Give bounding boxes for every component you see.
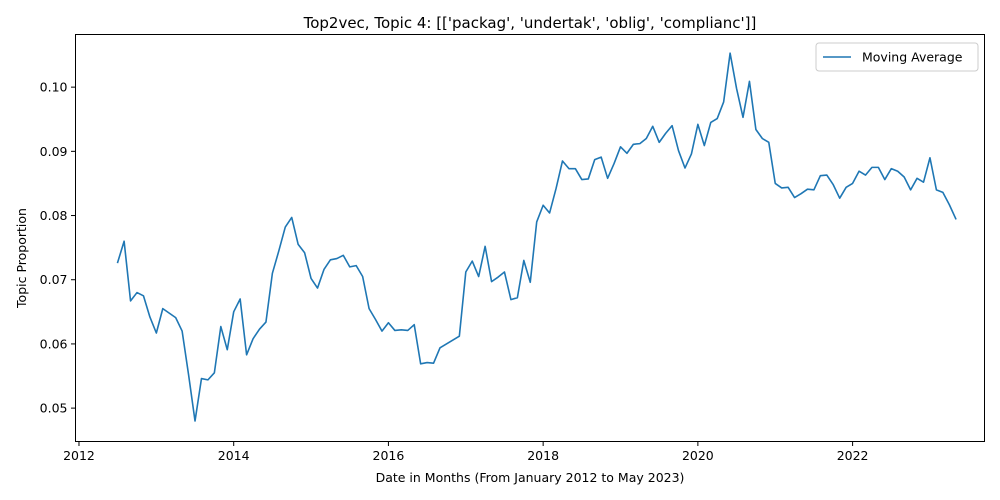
- x-tick-label: 2014: [218, 448, 250, 463]
- legend-box: [815, 42, 979, 72]
- series-line-moving-average: [116, 52, 957, 422]
- x-axis: 2012 2014 2016 2018 2020 2022: [63, 441, 869, 463]
- legend: Moving Average: [815, 42, 979, 72]
- y-tick-label: 0.08: [40, 208, 68, 223]
- y-axis: 0.05 0.06 0.07 0.08 0.09 0.10: [40, 80, 76, 416]
- x-tick-label: 2018: [527, 448, 559, 463]
- chart-title: Top2vec, Topic 4: [['packag', 'undertak'…: [303, 14, 757, 32]
- y-tick-label: 0.05: [40, 401, 68, 416]
- y-tick-label: 0.07: [40, 272, 68, 287]
- plot-area: [116, 52, 957, 422]
- legend-label: Moving Average: [862, 50, 963, 65]
- y-tick-label: 0.10: [40, 80, 68, 95]
- x-tick-label: 2016: [373, 448, 405, 463]
- y-tick-label: 0.09: [40, 144, 68, 159]
- y-axis-title: Topic Proportion: [14, 208, 29, 309]
- x-tick-label: 2022: [837, 448, 869, 463]
- x-tick-label: 2020: [682, 448, 714, 463]
- x-tick-label: 2012: [63, 448, 95, 463]
- y-tick-label: 0.06: [40, 336, 68, 351]
- x-axis-title: Date in Months (From January 2012 to May…: [376, 470, 685, 485]
- plot-frame: [75, 34, 985, 442]
